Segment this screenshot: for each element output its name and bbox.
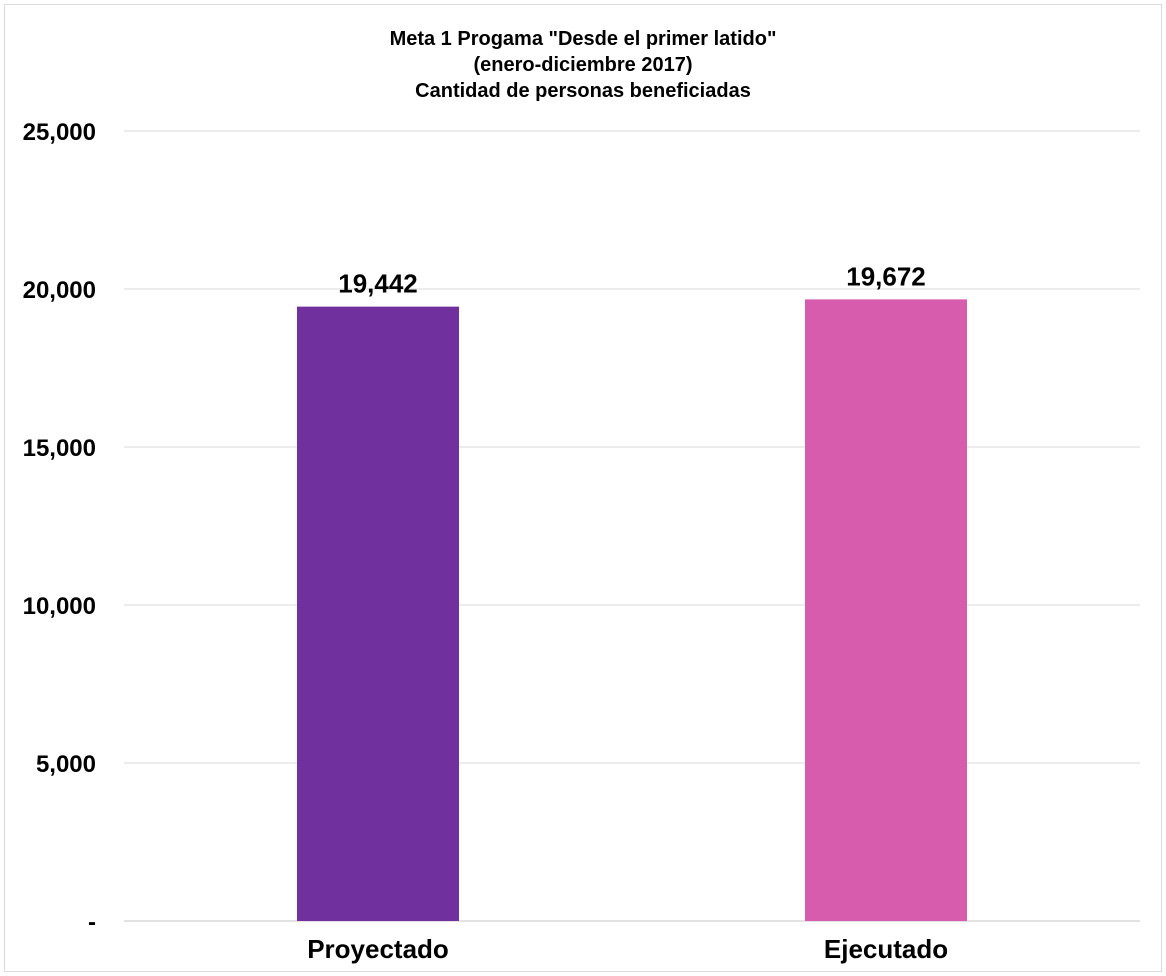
y-tick-label: 20,000 (23, 277, 96, 304)
y-tick-label: 15,000 (23, 435, 96, 462)
data-label: 19,442 (338, 269, 418, 299)
y-tick-label: 25,000 (23, 119, 96, 146)
y-tick-label: - (88, 909, 96, 936)
bar (805, 299, 967, 921)
y-tick-label: 10,000 (23, 593, 96, 620)
x-category-label: Proyectado (307, 934, 449, 964)
x-category-label: Ejecutado (824, 934, 948, 964)
data-label: 19,672 (846, 261, 926, 291)
bar (297, 307, 459, 921)
y-tick-label: 5,000 (36, 751, 96, 778)
